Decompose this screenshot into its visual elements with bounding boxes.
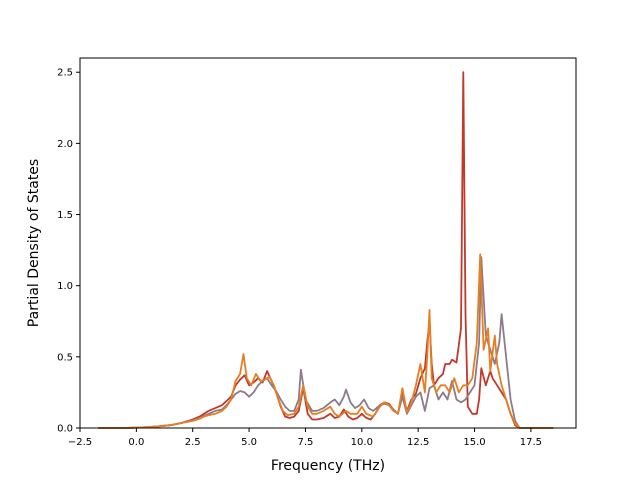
x-tick-label: 7.5 <box>298 437 314 448</box>
y-tick-label: 1.0 <box>57 281 73 292</box>
x-tick-label: 15.0 <box>463 437 485 448</box>
series-line-3 <box>98 253 554 429</box>
x-tick-label: 12.5 <box>407 437 429 448</box>
x-tick-label: 17.5 <box>520 437 542 448</box>
y-tick-label: 0.5 <box>57 352 73 363</box>
x-tick-label: 5.0 <box>241 437 257 448</box>
y-tick-label: 0.0 <box>57 424 73 435</box>
x-axis-label: Frequency (THz) <box>271 458 385 474</box>
series-layer <box>98 71 554 429</box>
y-tick-label: 1.5 <box>57 210 73 221</box>
y-tick-label: 2.0 <box>57 139 73 150</box>
x-tick-label: 10.0 <box>351 437 373 448</box>
x-tick-label: 0.0 <box>128 437 144 448</box>
x-tick-label: 2.5 <box>185 437 201 448</box>
y-axis-label: Partial Density of States <box>26 159 42 327</box>
x-axis-ticks: −2.5 0.0 2.5 5.0 7.5 10.0 12.5 15.0 17.5 <box>68 428 542 448</box>
x-tick-label: −2.5 <box>68 437 92 448</box>
series-line-1 <box>98 71 554 429</box>
y-tick-label: 2.5 <box>57 68 73 79</box>
y-axis-ticks: 0.0 0.5 1.0 1.5 2.0 2.5 <box>57 68 80 435</box>
plot-frame <box>79 57 577 429</box>
